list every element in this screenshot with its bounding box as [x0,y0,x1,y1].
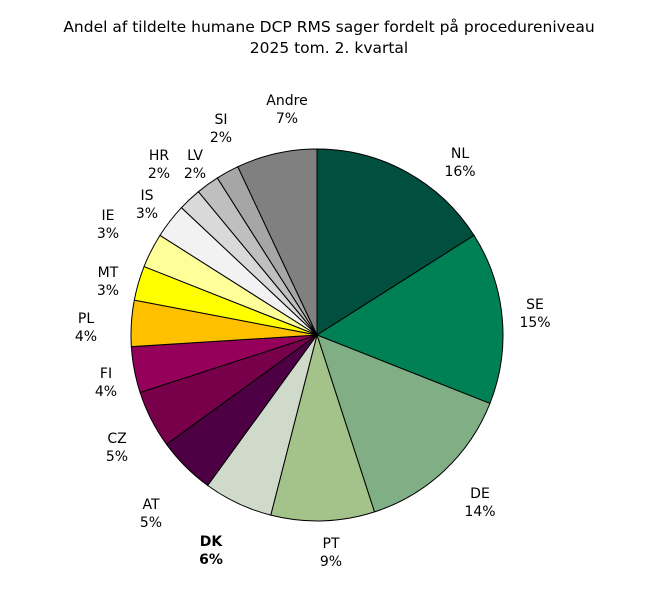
data-label-cz: CZ 5% [106,431,128,465]
data-label-nl: NL 16% [444,146,475,180]
chart-subtitle: 2025 tom. 2. kvartal [250,39,409,57]
data-label-andre: Andre 7% [266,93,307,127]
pie-slice-nl [316,148,475,336]
data-label-at: AT 5% [140,497,162,531]
data-label-fi: FI 4% [95,366,117,400]
data-label-lv: LV 2% [184,148,206,182]
pie-slice-andre [237,148,318,336]
data-label-mt: MT 3% [97,265,119,299]
pie-slice-se [315,234,504,405]
data-label-si: SI 2% [210,112,232,146]
data-label-ie: IE 3% [97,208,119,242]
data-label-de: DE 14% [464,486,495,520]
pie-slice-pt [270,333,376,522]
data-label-se: SE 15% [519,297,550,331]
data-label-hr: HR 2% [148,148,170,182]
data-label-pt: PT 9% [320,536,342,570]
chart-title: Andel af tildelte humane DCP RMS sager f… [63,18,594,36]
data-label-dk: DK 6% [199,534,223,568]
data-label-is: IS 3% [136,188,158,222]
data-label-pl: PL 4% [75,311,97,345]
